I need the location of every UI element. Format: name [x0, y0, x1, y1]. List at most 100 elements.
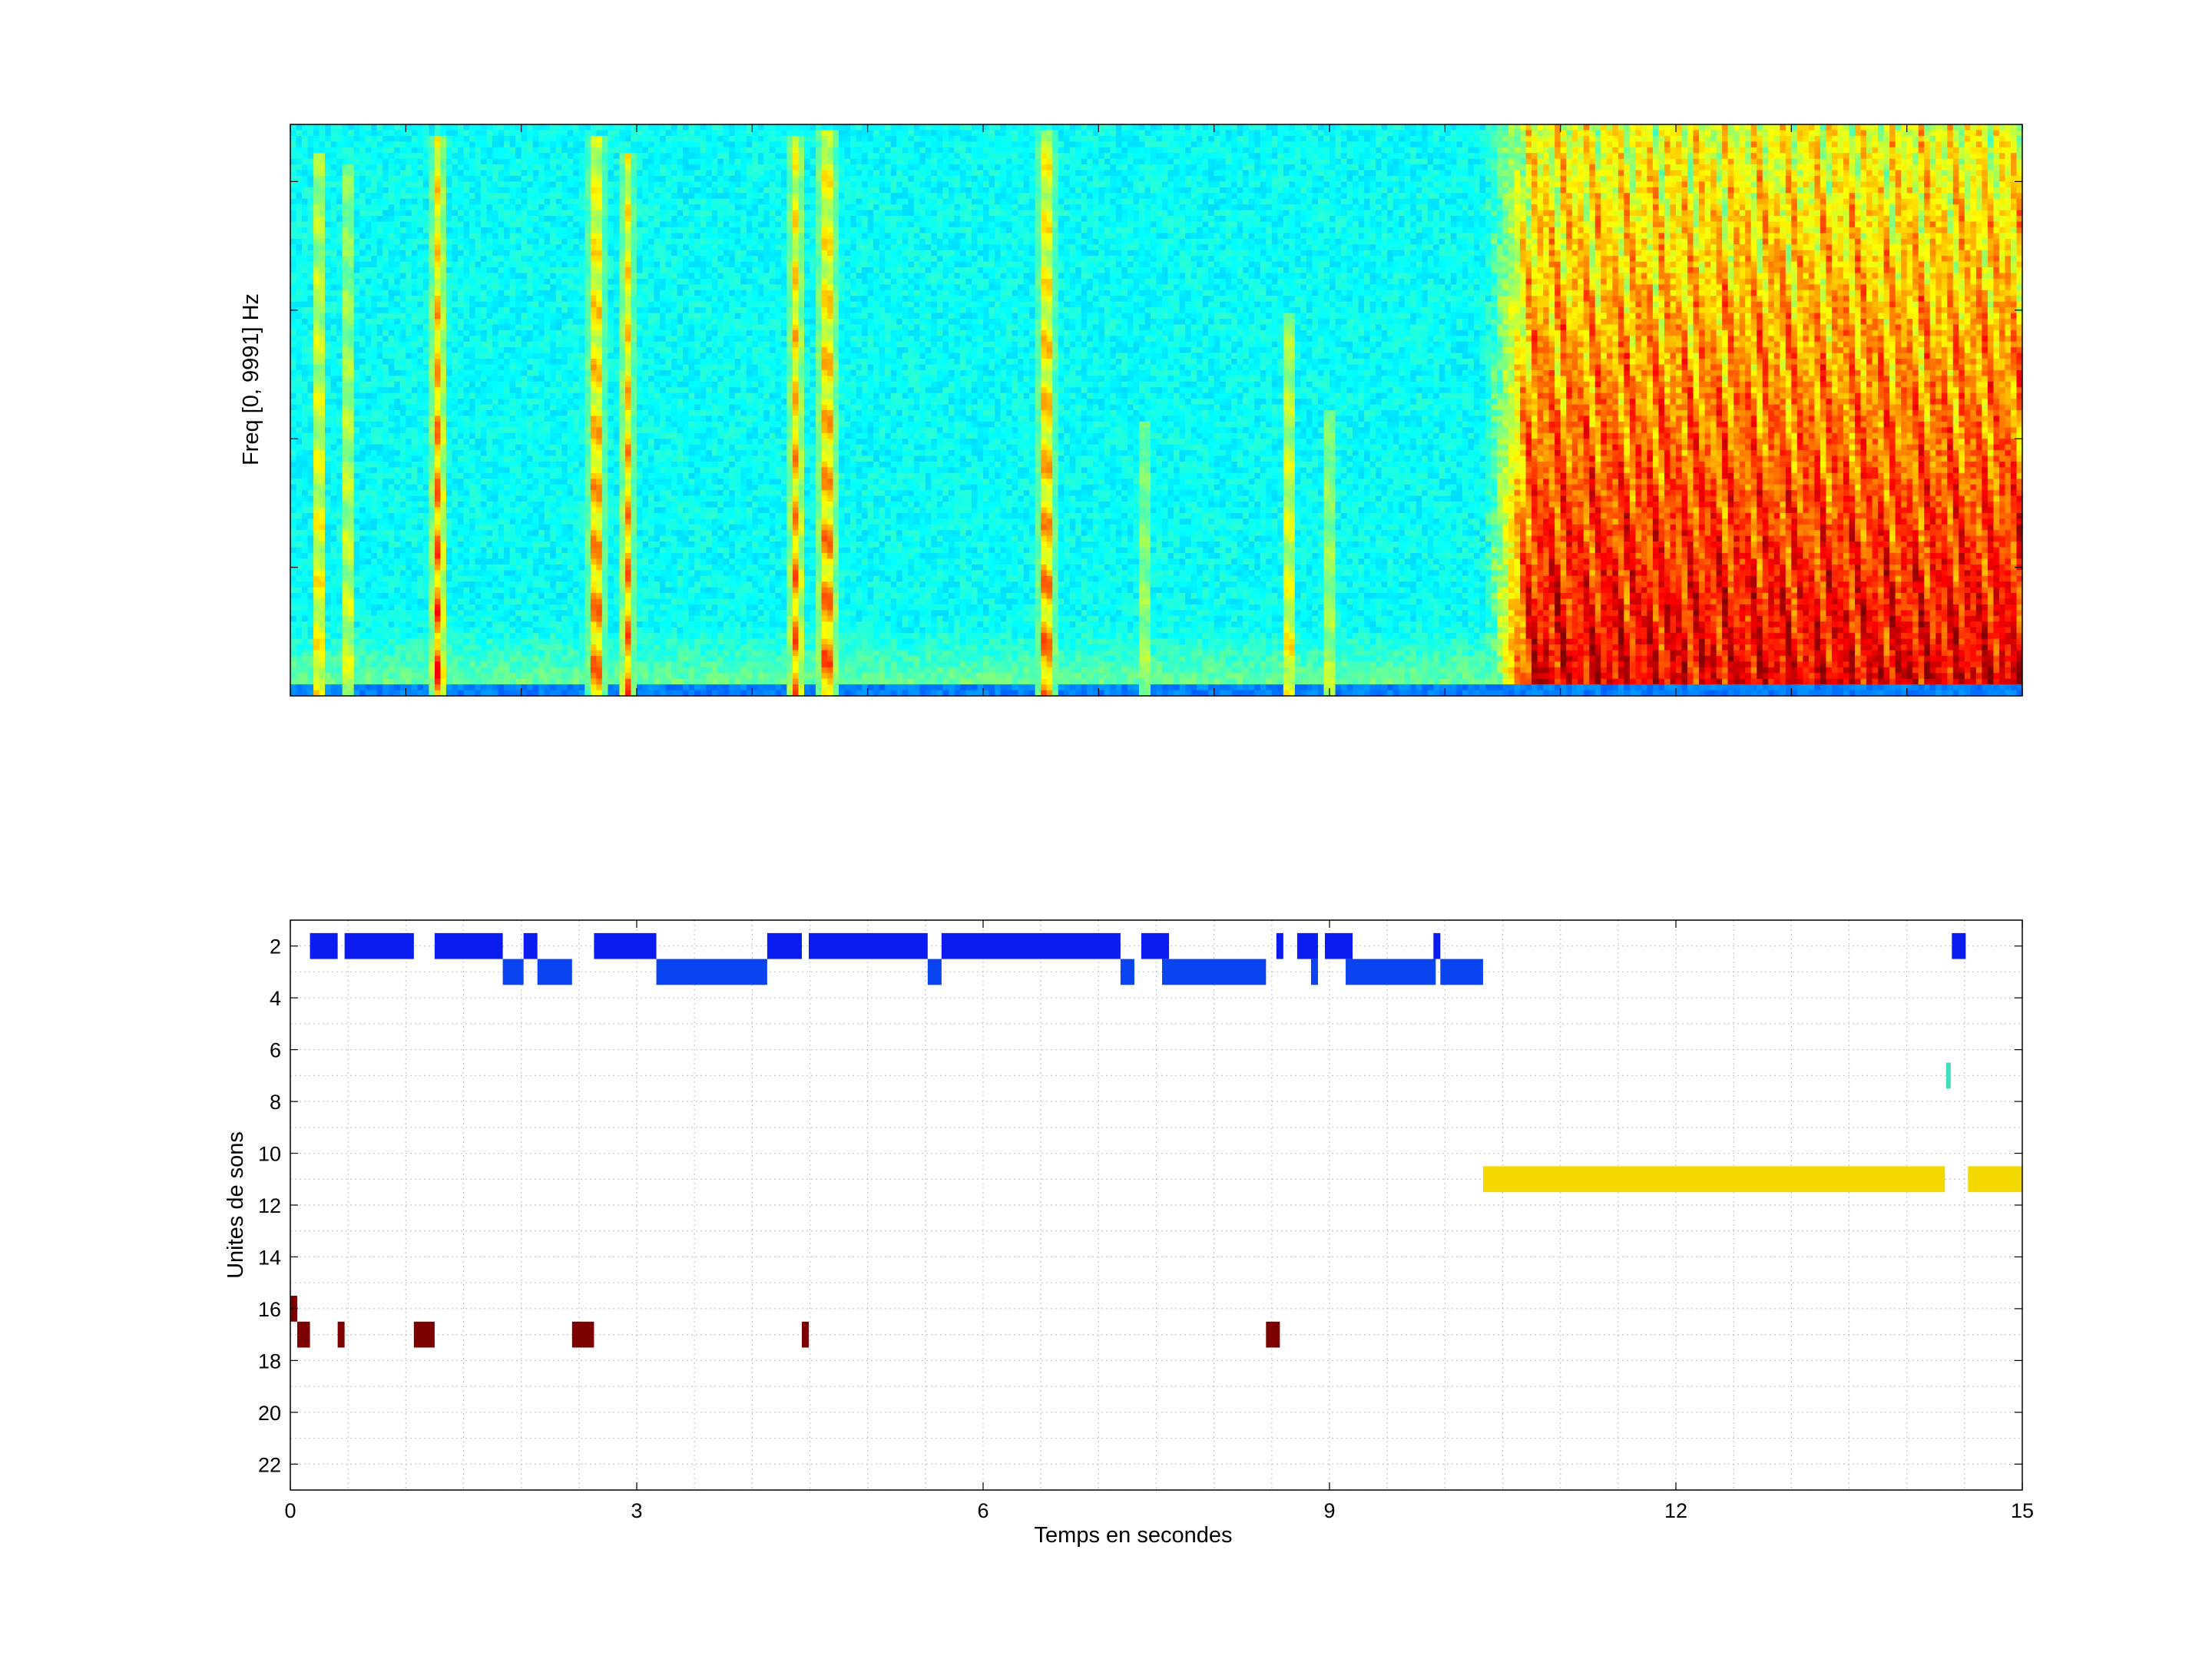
spectrogram-cell [464, 256, 470, 262]
spectrogram-cell [515, 336, 522, 342]
spectrogram-cell [429, 382, 435, 388]
spectrogram-cell [510, 656, 516, 662]
spectrogram-cell [371, 227, 377, 233]
spectrogram-cell [446, 227, 452, 233]
spectrogram-cell [504, 633, 510, 639]
spectrogram-cell [527, 244, 533, 250]
spectrogram-cell [336, 370, 343, 376]
spectrogram-cell [389, 353, 395, 359]
spectrogram-cell [568, 410, 574, 416]
spectrogram-cell [561, 221, 568, 227]
spectrogram-cell [533, 124, 539, 131]
spectrogram-cell [313, 581, 320, 588]
spectrogram-cell [308, 673, 314, 679]
spectrogram-cell [487, 193, 493, 199]
spectrogram-cell [545, 553, 551, 559]
spectrogram-cell [320, 553, 326, 559]
spectrogram-cell [498, 307, 505, 313]
spectrogram-cell [429, 147, 435, 154]
spectrogram-cell [325, 548, 331, 554]
spectrogram-cell [406, 422, 412, 428]
spectrogram-cell [331, 410, 337, 416]
spectrogram-cell [568, 216, 574, 222]
spectrogram-cell [452, 541, 458, 548]
spectrogram-cell [354, 496, 360, 502]
spectrogram-cell [429, 267, 435, 273]
spectrogram-cell [568, 227, 574, 233]
spectrogram-cell [561, 130, 568, 136]
spectrogram-cell [343, 130, 349, 136]
spectrogram-cell [515, 616, 522, 622]
spectrogram-cell [331, 604, 337, 611]
spectrogram-cell [481, 187, 487, 194]
spectrogram-cell [302, 679, 308, 685]
spectrogram-cell [561, 302, 568, 308]
spectrogram-cell [475, 176, 482, 182]
spectrogram-cell [510, 581, 516, 588]
spectrogram-cell [313, 541, 320, 548]
spectrogram-cell [348, 405, 354, 411]
spectrogram-cell [336, 239, 343, 245]
spectrogram-cell [498, 450, 505, 456]
spectrogram-cell [545, 296, 551, 302]
spectrogram-cell [296, 456, 303, 462]
spectrogram-cell [348, 376, 354, 382]
spectrogram-cell [406, 216, 412, 222]
spectrogram-cell [412, 507, 418, 513]
spectrogram-cell [504, 262, 510, 268]
spectrogram-cell [308, 548, 314, 554]
spectrogram-cell [359, 393, 366, 399]
spectrogram-cell [366, 541, 372, 548]
spectrogram-cell [382, 153, 389, 159]
spectrogram-cell [533, 171, 539, 177]
spectrogram-cell [429, 347, 435, 353]
spectrogram-cell [573, 176, 579, 182]
spectrogram-cell [545, 330, 551, 336]
spectrogram-cell [487, 250, 493, 257]
spectrogram-cell [452, 410, 458, 416]
spectrogram-cell [487, 221, 493, 227]
spectrogram-cell [382, 570, 389, 576]
spectrogram-cell [568, 124, 574, 131]
spectrogram-cell [313, 171, 320, 177]
spectrogram-cell [492, 147, 498, 154]
spectrogram-cell [545, 650, 551, 656]
spectrogram-cell [568, 387, 574, 393]
spectrogram-cell [371, 679, 377, 685]
spectrogram-cell [533, 502, 539, 508]
spectrogram-cell [290, 342, 296, 348]
spectrogram-cell [550, 570, 556, 576]
spectrogram-cell [343, 250, 349, 257]
spectrogram-cell [510, 490, 516, 496]
spectrogram-cell [290, 478, 296, 485]
spectrogram-cell [573, 399, 579, 405]
spectrogram-cell [377, 650, 383, 656]
spectrogram-cell [533, 679, 539, 685]
spectrogram-cell [561, 296, 568, 302]
spectrogram-cell [359, 667, 366, 674]
spectrogram-cell [400, 558, 406, 565]
spectrogram-cell [538, 518, 545, 525]
spectrogram-cell [492, 656, 498, 662]
spectrogram-cell [533, 450, 539, 456]
spectrogram-cell [296, 588, 303, 594]
spectrogram-cell [354, 313, 360, 320]
spectrogram-cell [533, 159, 539, 165]
spectrogram-cell [568, 478, 574, 485]
spectrogram-cell [440, 541, 446, 548]
spectrogram-cell [389, 633, 395, 639]
spectrogram-cell [556, 204, 562, 210]
spectrogram-cell [510, 376, 516, 382]
spectrogram-cell [348, 250, 354, 257]
spectrogram-cell [568, 496, 574, 502]
spectrogram-cell [320, 656, 326, 662]
spectrogram-cell [325, 502, 331, 508]
spectrogram-cell [377, 284, 383, 290]
spectrogram-cell [406, 450, 412, 456]
spectrogram-cell [343, 136, 349, 142]
spectrogram-cell [452, 227, 458, 233]
spectrogram-cell [348, 490, 354, 496]
spectrogram-cell [296, 462, 303, 468]
spectrogram-cell [568, 273, 574, 279]
spectrogram-cell [354, 164, 360, 171]
